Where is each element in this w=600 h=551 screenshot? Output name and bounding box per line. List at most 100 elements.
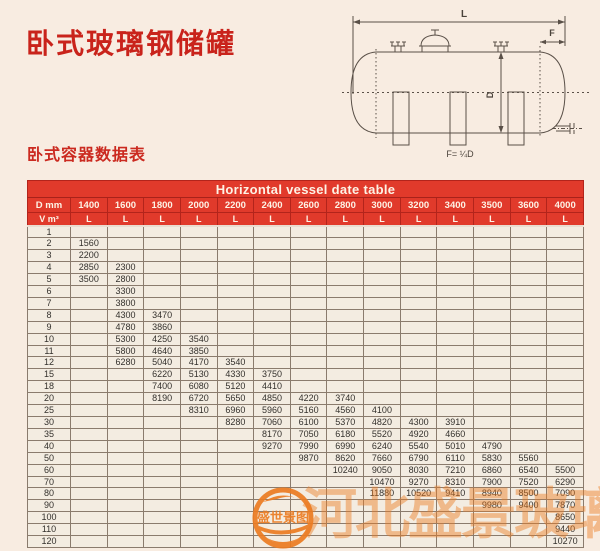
length-cell <box>363 523 401 537</box>
length-cell <box>289 296 328 310</box>
table-title-row: Horizontal vessel date table <box>27 180 584 198</box>
length-cell <box>289 261 328 275</box>
length-cell: 8620 <box>326 451 365 465</box>
length-cell <box>179 463 218 477</box>
v-m3-header: V m³ <box>27 212 71 227</box>
table-row: 2 1560 <box>27 237 584 251</box>
diameter-label: D <box>485 91 495 98</box>
length-cell <box>399 380 438 394</box>
length-cell <box>509 285 548 298</box>
length-cell <box>473 404 511 417</box>
length-cell <box>399 511 438 525</box>
length-cell: 2850 <box>70 261 108 275</box>
volume-cell: 12 <box>27 356 71 370</box>
length-cell <box>546 380 584 394</box>
length-cell <box>436 535 475 548</box>
length-cell <box>70 296 108 310</box>
length-unit-header: L <box>546 212 584 227</box>
length-cell <box>546 344 584 358</box>
length-cell <box>363 356 401 370</box>
length-cell: 3800 <box>106 296 145 310</box>
length-cell <box>363 511 401 525</box>
volume-cell: 120 <box>27 535 71 548</box>
table-row: 70 10470 9270 8310 7900 7520 6290 <box>27 475 584 489</box>
length-cell <box>509 356 548 370</box>
length-cell <box>399 224 438 239</box>
length-cell <box>179 451 218 465</box>
length-cell: 6220 <box>143 368 181 382</box>
drain-nozzle <box>552 123 582 134</box>
length-cell <box>70 224 108 239</box>
length-cell <box>179 523 218 537</box>
length-cell <box>70 416 108 429</box>
length-cell <box>70 523 108 537</box>
volume-cell: 9 <box>27 320 71 334</box>
length-cell: 7210 <box>436 463 475 477</box>
length-cell <box>70 404 108 417</box>
length-cell: 5010 <box>436 439 475 453</box>
length-cell <box>363 224 401 239</box>
length-cell: 7060 <box>253 416 291 429</box>
length-cell: 6990 <box>326 439 365 453</box>
length-cell <box>179 296 218 310</box>
diameter-header: 2400 <box>253 197 291 213</box>
length-cell <box>326 475 365 489</box>
length-cell: 10240 <box>326 463 365 477</box>
diameter-header: 2800 <box>326 197 365 213</box>
length-cell <box>326 523 365 537</box>
diameter-header: 1400 <box>70 197 108 213</box>
length-cell <box>253 332 291 346</box>
length-cell: 11880 <box>363 487 401 501</box>
formula-label: F= ¼D <box>446 149 474 159</box>
length-cell <box>253 308 291 322</box>
length-cell <box>143 427 181 441</box>
length-unit-header: L <box>509 212 548 227</box>
table-row: 9 4780 3860 <box>27 320 584 334</box>
length-cell <box>179 511 218 525</box>
length-cell: 5500 <box>546 463 584 477</box>
length-cell <box>436 392 475 406</box>
length-cell <box>473 392 511 406</box>
length-cell <box>473 344 511 358</box>
length-cell: 8310 <box>179 404 218 417</box>
length-cell <box>143 237 181 251</box>
length-cell: 4220 <box>289 392 328 406</box>
length-cell: 5040 <box>143 356 181 370</box>
length-cell <box>289 535 328 548</box>
length-cell <box>179 224 218 239</box>
length-cell <box>546 249 584 263</box>
length-cell: 9980 <box>473 499 511 513</box>
length-cell <box>473 427 511 441</box>
volume-cell: 110 <box>27 523 71 537</box>
length-cell <box>363 499 401 513</box>
length-cell <box>546 308 584 322</box>
length-cell <box>546 416 584 429</box>
length-cell <box>143 535 181 548</box>
length-cell <box>363 368 401 382</box>
length-cell: 7900 <box>473 475 511 489</box>
table-row: 1 <box>27 224 584 239</box>
length-cell <box>399 535 438 548</box>
head-label: F <box>549 28 555 38</box>
length-cell: 6180 <box>326 427 365 441</box>
length-cell: 8190 <box>143 392 181 406</box>
length-cell <box>70 392 108 406</box>
length-cell <box>399 249 438 263</box>
length-cell <box>216 249 255 263</box>
length-cell: 3860 <box>143 320 181 334</box>
length-cell <box>253 487 291 501</box>
length-cell <box>363 392 401 406</box>
length-cell <box>106 487 145 501</box>
length-cell <box>289 356 328 370</box>
length-cell <box>253 499 291 513</box>
length-cell <box>106 392 145 406</box>
length-cell <box>216 320 255 334</box>
table-row: 50 9870 8620 7660 6790 6110 5830 5560 <box>27 451 584 465</box>
length-cell <box>179 249 218 263</box>
length-cell <box>436 249 475 263</box>
length-cell <box>363 237 401 251</box>
length-cell <box>436 380 475 394</box>
length-cell <box>326 224 365 239</box>
table-row: 5 3500 2800 <box>27 273 584 287</box>
table-title: Horizontal vessel date table <box>27 180 584 198</box>
